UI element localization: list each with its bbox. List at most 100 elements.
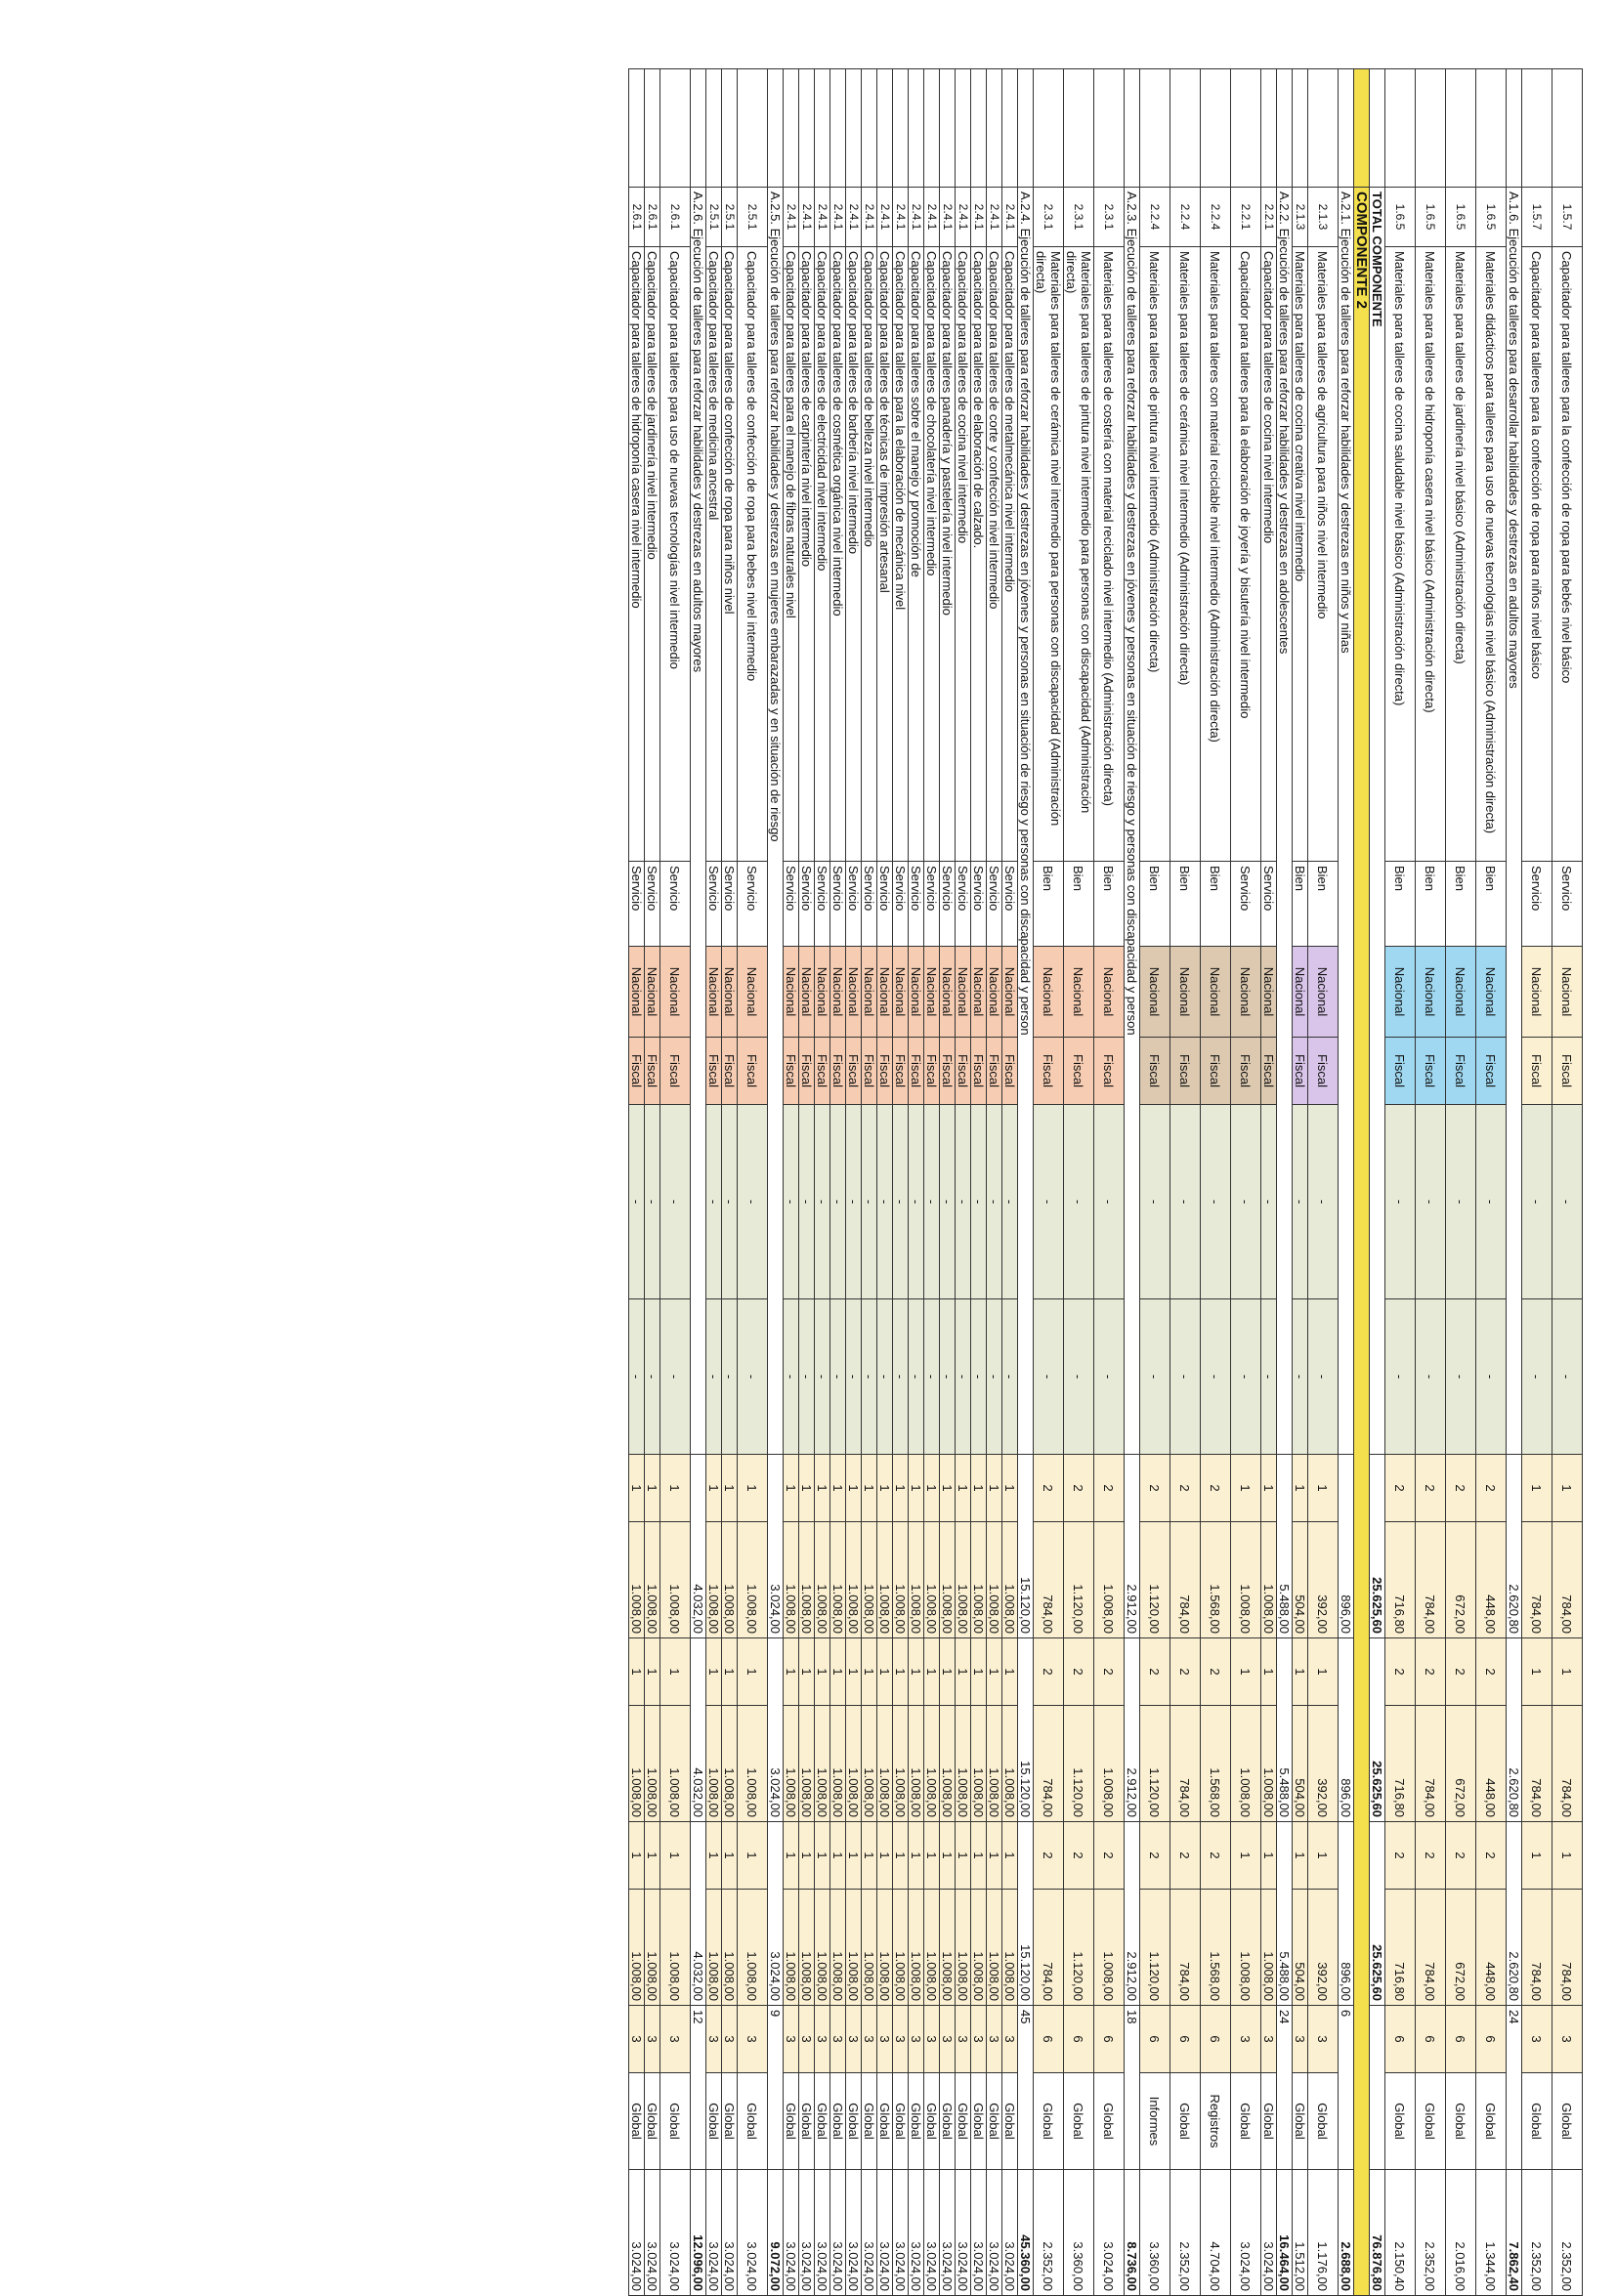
- row-code: [939, 68, 956, 188]
- row-value-3: 1.008,00: [970, 1889, 987, 2006]
- section-total: 76.876,80: [1369, 2169, 1385, 2296]
- row-qty-1: 2: [1384, 1454, 1416, 1522]
- budget-row: 2.4.1 Capacitador para talleres de carpin…: [798, 68, 815, 2296]
- row-qty-2: 1: [829, 1637, 846, 1706]
- row-number: 2.4.1: [814, 187, 830, 247]
- row-total: 3.024,00: [908, 2169, 924, 2296]
- row-qty-2: 1: [814, 1637, 830, 1706]
- row-code: [783, 68, 799, 188]
- component-total-row: TOTAL COMPONENTE 25.625,60 25.625,60 25.625…: [1369, 68, 1385, 2296]
- row-value-1: 784,00: [1033, 1521, 1064, 1638]
- row-blank-2: -: [955, 1298, 971, 1455]
- row-blank-2: -: [1552, 1298, 1583, 1455]
- row-blank-1: -: [1521, 1104, 1552, 1299]
- row-type: Bien: [1063, 861, 1094, 947]
- row-code: [721, 68, 738, 188]
- row-total: 3.024,00: [783, 2169, 799, 2296]
- row-number: 2.1.3: [1307, 187, 1339, 247]
- row-qty-3: 2: [1063, 1821, 1094, 1890]
- row-value-2: 1.008,00: [861, 1705, 877, 1822]
- row-source: Fiscal: [923, 1037, 940, 1105]
- row-blank-2: -: [1139, 1298, 1170, 1455]
- budget-row: 1.6.5 Materiales para talleres de jardine…: [1445, 68, 1476, 2296]
- budget-row: 2.4.1 Capacitador para talleres para el m…: [783, 68, 799, 2296]
- row-source: Fiscal: [1200, 1037, 1231, 1105]
- row-blank-2: -: [1230, 1298, 1261, 1455]
- row-value-1: 1.008,00: [1230, 1521, 1261, 1638]
- row-qty-3: 1: [986, 1821, 1002, 1890]
- row-blank-1: -: [1292, 1104, 1308, 1299]
- row-qty-1: 1: [721, 1454, 738, 1522]
- row-unit: Global: [1475, 2072, 1507, 2170]
- budget-row: 2.4.1 Capacitador para talleres de chocol…: [923, 68, 940, 2296]
- row-type: Servicio: [829, 861, 846, 947]
- row-code: [923, 68, 940, 188]
- row-source: Fiscal: [659, 1037, 691, 1105]
- budget-row: 2.4.1 Capacitador para talleres de bellez…: [861, 68, 877, 2296]
- section-title: A.2.5. Ejecución de talleres para reforz…: [767, 187, 784, 1455]
- row-qty-3: 1: [737, 1821, 768, 1890]
- row-code: [1001, 68, 1018, 188]
- section-count: 9: [767, 2005, 784, 2170]
- row-origin: Nacional: [721, 946, 738, 1038]
- section-sum-1: 2.912,00: [1124, 1454, 1140, 1638]
- row-code: [1124, 68, 1140, 188]
- budget-row: 2.3.1 Materiales para talleres de pintura…: [1063, 68, 1094, 2296]
- row-value-3: 1.008,00: [876, 1889, 893, 2006]
- row-value-3: 448,00: [1475, 1889, 1507, 2006]
- row-value-1: 1.008,00: [1001, 1521, 1018, 1638]
- row-blank-2: -: [861, 1298, 877, 1455]
- row-value-1: 784,00: [1552, 1521, 1583, 1638]
- row-value-3: 392,00: [1307, 1889, 1339, 2006]
- row-qty-3: 1: [1001, 1821, 1018, 1890]
- row-source: Fiscal: [986, 1037, 1002, 1105]
- row-source: Fiscal: [1260, 1037, 1277, 1105]
- row-blank-1: -: [783, 1104, 799, 1299]
- row-qty-total: 3: [721, 2005, 738, 2073]
- row-unit: Global: [970, 2072, 987, 2170]
- section-sum-1: 2.620,80: [1506, 1454, 1522, 1638]
- row-total: 3.024,00: [814, 2169, 830, 2296]
- row-unit: Global: [737, 2072, 768, 2170]
- row-description: Capacitador para talleres para uso de nu…: [659, 246, 691, 862]
- row-qty-1: 1: [737, 1454, 768, 1522]
- row-number: 2.2.4: [1200, 187, 1231, 247]
- row-value-3: 784,00: [1415, 1889, 1446, 2006]
- row-value-1: 1.120,00: [1063, 1521, 1094, 1638]
- row-blank-2: -: [1415, 1298, 1446, 1455]
- row-value-1: 1.008,00: [705, 1521, 722, 1638]
- budget-row: 2.4.1 Capacitador para talleres de cosmét…: [829, 68, 846, 2296]
- row-value-3: 1.008,00: [861, 1889, 877, 2006]
- row-value-1: 784,00: [1169, 1521, 1201, 1638]
- row-qty-2: 1: [1230, 1637, 1261, 1706]
- row-qty-1: 2: [1475, 1454, 1507, 1522]
- row-type: Servicio: [955, 861, 971, 947]
- row-code: [1017, 68, 1034, 188]
- row-qty-3: 1: [923, 1821, 940, 1890]
- row-code: [1139, 68, 1170, 188]
- row-unit: Global: [659, 2072, 691, 2170]
- budget-row: 2.5.1 Capacitador para talleres de confec…: [721, 68, 738, 2296]
- section-title: TOTAL COMPONENTE: [1369, 187, 1385, 1455]
- row-origin: Nacional: [1200, 946, 1231, 1038]
- row-type: Servicio: [1260, 861, 1277, 947]
- row-code: [690, 68, 706, 188]
- row-qty-2: 1: [923, 1637, 940, 1706]
- row-qty-total: 3: [939, 2005, 956, 2073]
- row-blank-2: -: [1384, 1298, 1416, 1455]
- row-qty-2: 1: [986, 1637, 1002, 1706]
- row-qty-1: 1: [829, 1454, 846, 1522]
- budget-row: 2.2.1 Capacitador para talleres de cocina…: [1260, 68, 1277, 2296]
- row-unit: Global: [908, 2072, 924, 2170]
- row-unit: Global: [829, 2072, 846, 2170]
- row-source: Fiscal: [955, 1037, 971, 1105]
- row-blank-1: -: [829, 1104, 846, 1299]
- row-qty-total: 3: [705, 2005, 722, 2073]
- row-value-2: 1.008,00: [705, 1705, 722, 1822]
- budget-row: 2.2.4 Materiales para talleres de cerámic…: [1169, 68, 1201, 2296]
- section-title: A.2.1. Ejecución de talleres para reforz…: [1338, 187, 1354, 1455]
- row-qty-1: 1: [783, 1454, 799, 1522]
- budget-table: 1.5.7 Capacitador para talleres para la c…: [628, 68, 1583, 2296]
- row-value-1: 1.008,00: [970, 1521, 987, 1638]
- row-type: Bien: [1093, 861, 1125, 947]
